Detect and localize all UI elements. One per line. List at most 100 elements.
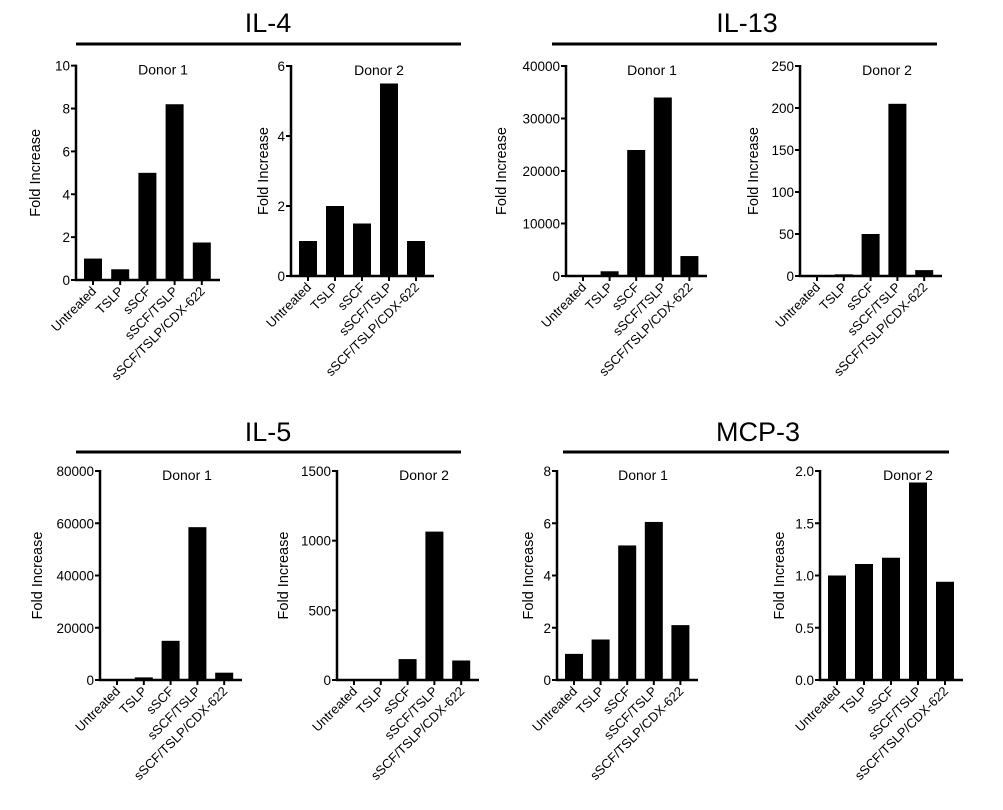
chart-subtitle: Donor 1 bbox=[618, 467, 668, 483]
y-axis-label: Fold Increase bbox=[746, 127, 762, 215]
x-tick-label: Untreated bbox=[529, 684, 580, 735]
bar bbox=[161, 640, 180, 680]
x-tick-label: Untreated bbox=[48, 284, 99, 335]
bar bbox=[299, 241, 317, 276]
y-axis-label: Fold Increase bbox=[256, 127, 272, 215]
bar bbox=[398, 659, 417, 680]
chart-il-5-donor-1: UntreatedTSLPsSCFsSCF/TSLPsSCF/TSLP/CDX-… bbox=[30, 464, 242, 783]
y-tick-label: 6 bbox=[543, 516, 551, 531]
chart-il-5-donor-2: UntreatedTSLPsSCFsSCF/TSLPsSCF/TSLP/CDX-… bbox=[276, 464, 479, 783]
y-tick-label: 50 bbox=[779, 227, 794, 242]
x-tick-label: TSLP bbox=[308, 280, 342, 314]
y-tick-label: 0 bbox=[323, 673, 331, 688]
bar bbox=[407, 241, 425, 276]
y-tick-label: 80000 bbox=[56, 464, 94, 479]
y-axis-label: Fold Increase bbox=[276, 532, 292, 620]
bar bbox=[215, 672, 234, 680]
y-tick-label: 2 bbox=[62, 230, 70, 245]
x-tick-label: TSLP bbox=[573, 684, 607, 718]
y-tick-label: 6 bbox=[62, 144, 70, 159]
y-tick-label: 2 bbox=[543, 621, 551, 636]
x-tick-label: Untreated bbox=[263, 280, 314, 331]
chart-il-13-donor-2: UntreatedTSLPsSCFsSCF/TSLPsSCF/TSLP/CDX-… bbox=[746, 59, 942, 379]
y-tick-label: 10000 bbox=[522, 217, 560, 232]
bar bbox=[591, 639, 610, 680]
y-tick-label: 8 bbox=[62, 102, 70, 117]
y-tick-label: 60000 bbox=[56, 516, 94, 531]
y-tick-label: 1000 bbox=[301, 534, 331, 549]
chart-subtitle: Donor 1 bbox=[162, 467, 212, 483]
y-tick-label: 200 bbox=[771, 101, 794, 116]
bar bbox=[653, 97, 672, 276]
y-tick-label: 0 bbox=[277, 269, 285, 284]
y-tick-label: 500 bbox=[308, 603, 331, 618]
x-tick-label: Untreated bbox=[538, 280, 589, 331]
bar bbox=[888, 103, 907, 276]
bar bbox=[882, 557, 900, 680]
y-tick-label: 100 bbox=[771, 185, 794, 200]
y-tick-label: 2.0 bbox=[795, 464, 814, 479]
y-tick-label: 0 bbox=[62, 273, 70, 288]
bar bbox=[644, 521, 663, 680]
bar bbox=[425, 531, 444, 680]
y-tick-label: 20000 bbox=[56, 621, 94, 636]
bar bbox=[855, 564, 873, 680]
y-tick-label: 2 bbox=[277, 199, 285, 214]
y-tick-label: 40000 bbox=[56, 569, 94, 584]
y-tick-label: 150 bbox=[771, 143, 794, 158]
chart-mcp-3-donor-2: UntreatedTSLPsSCFsSCF/TSLPsSCF/TSLP/CDX-… bbox=[772, 464, 963, 783]
bar bbox=[353, 223, 371, 276]
y-tick-label: 0.0 bbox=[795, 673, 814, 688]
y-tick-label: 0 bbox=[86, 673, 94, 688]
x-tick-label: Untreated bbox=[72, 684, 123, 735]
bar bbox=[84, 258, 102, 280]
bar bbox=[188, 527, 207, 680]
panel-title: IL-5 bbox=[245, 417, 292, 447]
bar bbox=[627, 150, 646, 276]
x-tick-label: TSLP bbox=[116, 684, 150, 718]
y-tick-label: 4 bbox=[277, 129, 285, 144]
x-tick-label: TSLP bbox=[93, 284, 127, 318]
bar bbox=[915, 270, 934, 276]
bar bbox=[452, 660, 471, 680]
bar bbox=[828, 575, 846, 680]
bar bbox=[111, 269, 130, 280]
y-tick-label: 0.5 bbox=[795, 621, 814, 636]
bar bbox=[326, 206, 344, 276]
y-tick-label: 6 bbox=[277, 59, 285, 74]
y-tick-label: 1.5 bbox=[795, 516, 814, 531]
y-axis-label: Fold Increase bbox=[30, 532, 46, 620]
chart-mcp-3-donor-1: UntreatedTSLPsSCFsSCF/TSLPsSCF/TSLP/CDX-… bbox=[521, 464, 698, 783]
bar bbox=[138, 172, 157, 280]
y-tick-label: 8 bbox=[543, 464, 551, 479]
chart-subtitle: Donor 1 bbox=[627, 62, 677, 78]
chart-subtitle: Donor 2 bbox=[399, 467, 449, 483]
y-axis-label: Fold Increase bbox=[28, 129, 44, 217]
panel-title: IL-4 bbox=[245, 8, 292, 38]
y-tick-label: 1.0 bbox=[795, 569, 814, 584]
y-tick-label: 30000 bbox=[522, 112, 560, 127]
y-tick-label: 20000 bbox=[522, 164, 560, 179]
y-tick-label: 10 bbox=[55, 59, 70, 74]
panel-title: IL-13 bbox=[716, 8, 778, 38]
bar bbox=[165, 104, 184, 280]
y-tick-label: 4 bbox=[543, 569, 551, 584]
chart-subtitle: Donor 2 bbox=[862, 62, 912, 78]
y-axis-label: Fold Increase bbox=[494, 127, 510, 215]
y-axis-label: Fold Increase bbox=[772, 532, 788, 620]
x-tick-label: Untreated bbox=[772, 280, 823, 331]
bar bbox=[936, 581, 954, 680]
y-tick-label: 1500 bbox=[301, 464, 331, 479]
x-tick-label: TSLP bbox=[837, 684, 871, 718]
chart-subtitle: Donor 2 bbox=[883, 467, 933, 483]
y-tick-label: 250 bbox=[771, 59, 794, 74]
bar bbox=[680, 256, 699, 276]
x-tick-label: TSLP bbox=[582, 280, 616, 314]
bar bbox=[618, 545, 637, 680]
bar bbox=[380, 83, 398, 276]
bar bbox=[134, 677, 153, 680]
chart-subtitle: Donor 2 bbox=[354, 62, 404, 78]
bar bbox=[600, 271, 619, 276]
x-tick-label: TSLP bbox=[353, 684, 387, 718]
